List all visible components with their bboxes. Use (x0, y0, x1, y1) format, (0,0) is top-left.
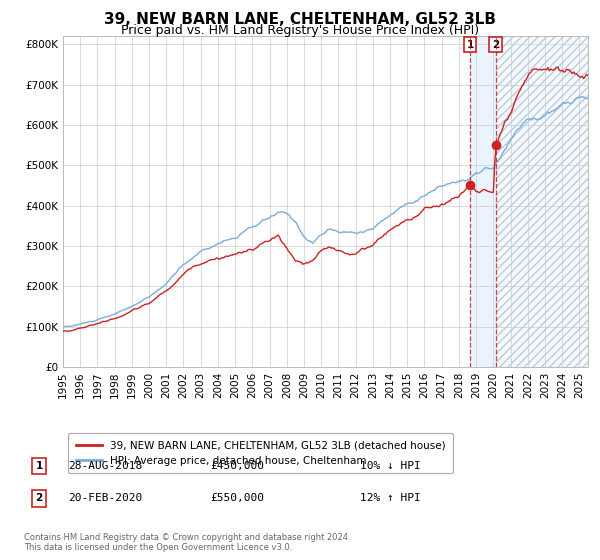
Text: £450,000: £450,000 (210, 461, 264, 471)
Text: 1: 1 (466, 40, 474, 50)
Text: 20-FEB-2020: 20-FEB-2020 (68, 493, 142, 503)
Text: £550,000: £550,000 (210, 493, 264, 503)
Text: 1: 1 (35, 461, 43, 471)
Text: 28-AUG-2018: 28-AUG-2018 (68, 461, 142, 471)
Bar (496, 36, 588, 367)
Text: 2: 2 (492, 40, 499, 50)
Text: Price paid vs. HM Land Registry's House Price Index (HPI): Price paid vs. HM Land Registry's House … (121, 24, 479, 37)
Bar (470, 36, 496, 367)
Text: 10% ↓ HPI: 10% ↓ HPI (360, 461, 421, 471)
Text: 2: 2 (35, 493, 43, 503)
Text: 39, NEW BARN LANE, CHELTENHAM, GL52 3LB: 39, NEW BARN LANE, CHELTENHAM, GL52 3LB (104, 12, 496, 27)
Text: This data is licensed under the Open Government Licence v3.0.: This data is licensed under the Open Gov… (24, 543, 292, 552)
Text: 12% ↑ HPI: 12% ↑ HPI (360, 493, 421, 503)
Text: Contains HM Land Registry data © Crown copyright and database right 2024.: Contains HM Land Registry data © Crown c… (24, 533, 350, 542)
Legend: 39, NEW BARN LANE, CHELTENHAM, GL52 3LB (detached house), HPI: Average price, de: 39, NEW BARN LANE, CHELTENHAM, GL52 3LB … (68, 433, 453, 473)
Bar (496, 36, 588, 367)
